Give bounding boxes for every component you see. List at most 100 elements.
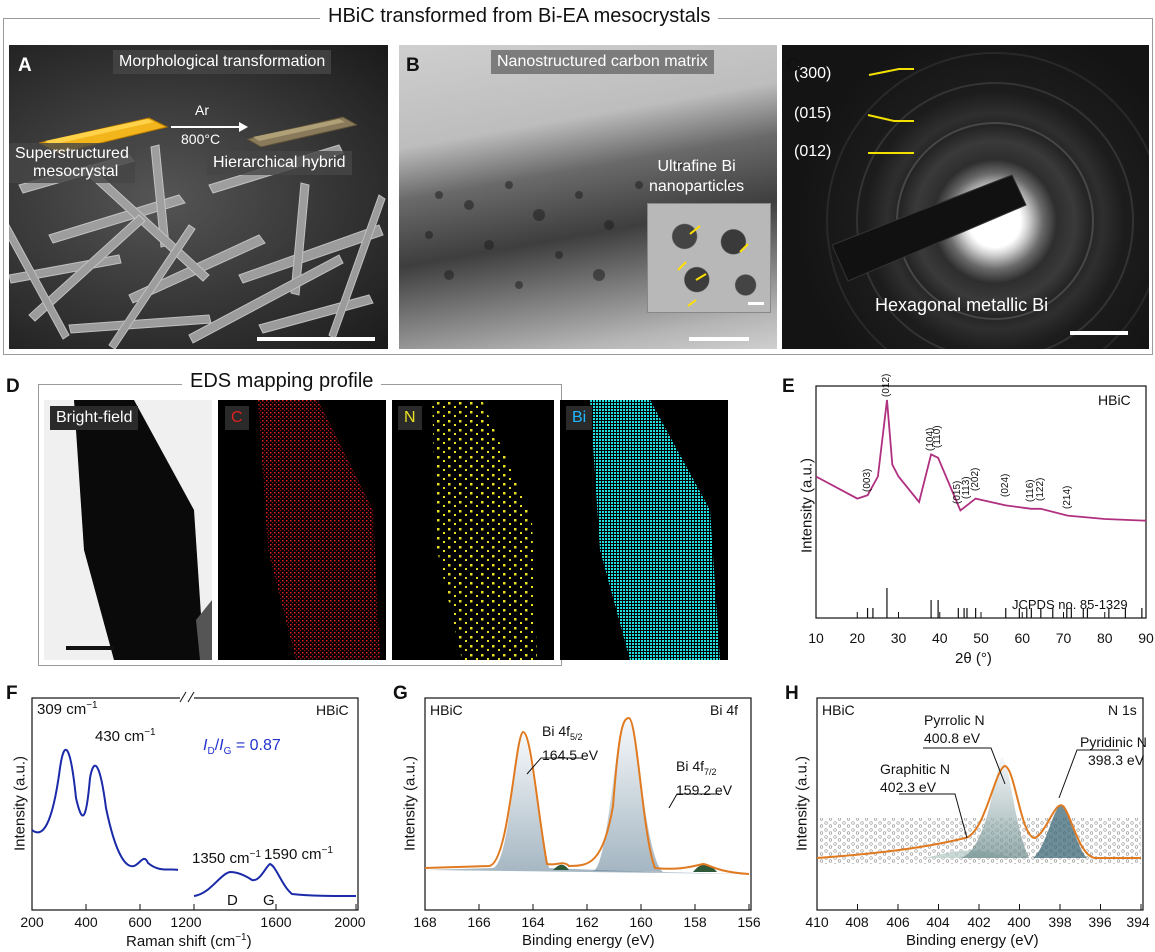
xrd-curve [815, 399, 1147, 522]
xrd-sample: HBiC [1098, 392, 1131, 408]
raman-ratio: ID/IG = 0.87 [203, 737, 281, 758]
raman-chart [31, 691, 359, 911]
xrd-chart [815, 385, 1147, 619]
xps-bi-xlabel: Binding energy (eV) [522, 932, 655, 949]
xrd-peak-label: (122) [1034, 477, 1046, 501]
xrd-xtick: 80 [1096, 630, 1113, 646]
xps-fit-curve [424, 716, 750, 875]
eds-label-bi: Bi [566, 406, 593, 430]
raman-xtick: 1600 [260, 914, 292, 930]
raman-xtick: 1200 [170, 914, 202, 930]
xps-n-xtick: 406 [886, 914, 910, 930]
xps-peak-72 [593, 718, 663, 872]
eds-label-c: C [225, 406, 249, 430]
superstructured-label: Superstructured mesocrystal [9, 143, 135, 183]
top-title: HBiC transformed from Bi-EA mesocrystals [320, 5, 719, 28]
hierarchical-label: Hierarchical hybrid [207, 151, 352, 175]
xps-n-xtick: 394 [1126, 914, 1150, 930]
ring-012: (012) [794, 143, 832, 160]
xrd-peak-label: (024) [999, 473, 1011, 498]
xrd-tick-marks [815, 612, 1147, 618]
raman-peak-1590: 1590 cm−1 [264, 845, 333, 863]
pyridinic-label: Pyridinic N 398.3 eV [1080, 734, 1147, 768]
xps-bi-orbital: Bi 4f [710, 702, 739, 718]
xrd-xtick: 10 [808, 630, 824, 646]
raman-curve-low [31, 748, 179, 871]
morphology-label: Morphological transformation [113, 50, 332, 74]
eds-n-map [392, 400, 554, 660]
xps-bi-xtick: 162 [575, 914, 599, 930]
eds-c-map [218, 400, 386, 660]
xps-bi-xtick: 166 [467, 914, 491, 930]
hexagonal-label: Hexagonal metallic Bi [875, 295, 1049, 315]
xrd-reference-bars [866, 588, 1143, 618]
pyrrolic-component [961, 757, 1029, 858]
xrd-peak-label: (003) [861, 468, 873, 493]
xps-bi-peak1: Bi 4f5/2 164.5 eV [542, 723, 599, 763]
gas-label: Ar [195, 102, 209, 118]
panel-d-letter: D [6, 376, 20, 397]
transformation-arrow [171, 122, 248, 132]
panel-h-letter: H [785, 683, 799, 704]
xps-bi-sample: HBiC [430, 702, 463, 718]
pyridinic-component [1033, 805, 1087, 858]
xrd-reference-label: JCPDS no. 85-1329 [1012, 597, 1128, 612]
xrd-xtick: 90 [1138, 630, 1154, 646]
saed-pattern [826, 52, 1149, 349]
xps-bi-xtick: 158 [683, 914, 707, 930]
sem-needles [9, 144, 386, 349]
inset-arrows [677, 225, 749, 307]
raman-peak-1350: 1350 cm−1 [192, 849, 261, 867]
xrd-peak-label: (202) [969, 467, 981, 491]
xrd-ylabel: Intensity (a.u.) [798, 457, 816, 554]
xrd-xtick: 50 [973, 630, 989, 646]
eds-bi-map [560, 400, 728, 660]
raman-xtick: 2000 [334, 914, 366, 930]
panel-e-letter: E [782, 376, 795, 397]
inset-label: Ultrafine Bi nanoparticles [649, 158, 745, 195]
xps-n-xtick: 400 [1007, 914, 1031, 930]
scale-bar-b [689, 337, 749, 341]
scale-bar-inset [748, 302, 764, 305]
xrd-xlabel: 2θ (°) [955, 650, 992, 667]
xrd-peak-label: (110) [932, 425, 944, 448]
panel-c-saed-image: (300) (015) (012) Hexagonal metallic Bi [782, 45, 1149, 349]
inset-image [647, 203, 771, 313]
xrd-peak-label: (012) [880, 373, 892, 397]
panel-c-letter: C [786, 55, 800, 76]
panel-a-letter: A [18, 55, 32, 76]
xps-n-fit-curve [816, 764, 1141, 859]
eds-label-n: N [398, 406, 422, 430]
xrd-xtick: 20 [849, 630, 866, 646]
carbon-matrix-label: Nanostructured carbon matrix [491, 50, 714, 74]
xps-n-xtick: 396 [1088, 914, 1112, 930]
raman-xlabel: Raman shift (cm−1) [126, 932, 252, 950]
ring-300: (300) [794, 65, 832, 82]
raman-sample: HBiC [316, 702, 349, 718]
raman-peak-430: 430 cm−1 [95, 727, 156, 745]
xps-n-xtick: 402 [967, 914, 991, 930]
raman-peak-309: 309 cm−1 [37, 700, 98, 718]
xrd-peak-label: (214) [1061, 485, 1073, 510]
xps-bi-xtick: 160 [629, 914, 653, 930]
panel-b-letter: B [406, 55, 420, 76]
raman-xtick: 200 [20, 914, 44, 930]
xps-n-xtick: 408 [845, 914, 869, 930]
raman-xtick: 400 [74, 914, 98, 930]
panel-b-tem-image: Nanostructured carbon matrix Ultrafine B… [399, 45, 777, 349]
xps-peak-52 [425, 733, 749, 874]
xps-bi-xtick: 164 [521, 914, 545, 930]
panel-g-letter: G [393, 683, 408, 704]
xps-n-chart [816, 697, 1144, 911]
panel-a-sem-image: Ar 800°C Superstructured mesocrystal Hie… [9, 45, 388, 349]
xps-bi-xtick: 156 [737, 914, 761, 930]
tem-particles [425, 161, 733, 289]
panel-f-letter: F [6, 683, 18, 704]
xps-bi-ylabel: Intensity (a.u.) [401, 755, 419, 852]
eds-bright-field [44, 400, 212, 660]
xrd-xtick: 30 [890, 630, 907, 646]
xps-n-orbital: N 1s [1108, 702, 1137, 718]
xps-n-ylabel: Intensity (a.u.) [793, 755, 811, 852]
xps-satellite-1 [553, 864, 569, 870]
xrd-xtick: 70 [1055, 630, 1072, 646]
